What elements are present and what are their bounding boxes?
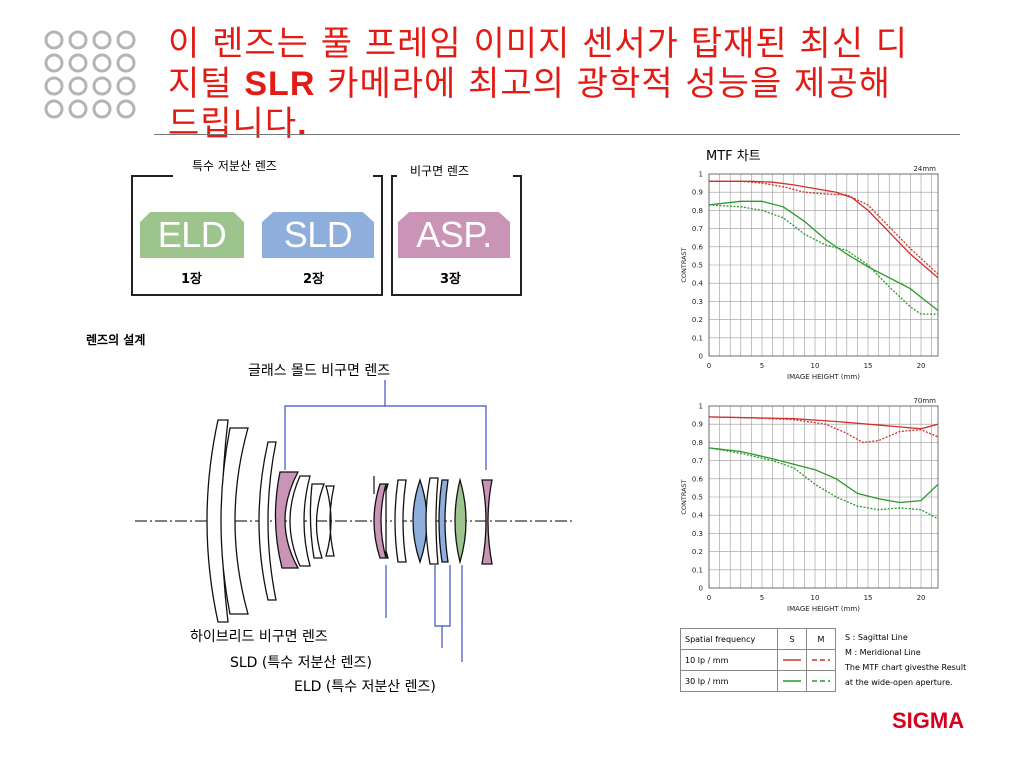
mtf-notes: S : Sagittal Line M : Meridional Line Th… [845, 630, 966, 690]
sigma-logo: SIGMA [892, 708, 965, 733]
y-tick-label: 0.5 [692, 494, 703, 502]
x-tick-label: 10 [811, 594, 820, 602]
decorative-circles [44, 30, 136, 119]
y-axis-label: CONTRAST [680, 247, 688, 282]
y-tick-label: 0.5 [692, 262, 703, 270]
chart-title: 24mm [913, 165, 936, 173]
mtf-series-line-3 [708, 447, 939, 520]
note-meridional: M : Meridional Line [845, 648, 921, 657]
y-tick-label: 0.9 [692, 421, 703, 429]
x-tick-label: 10 [811, 362, 820, 370]
sld-count: 2장 [303, 272, 325, 287]
x-tick-label: 20 [917, 362, 926, 370]
y-tick-label: 0.8 [692, 207, 703, 215]
eld-lens-badge: ELD [140, 212, 244, 258]
y-tick-label: 1 [699, 171, 703, 179]
y-tick-label: 0.8 [692, 439, 703, 447]
asp-count: 3장 [440, 272, 462, 287]
x-tick-label: 15 [864, 594, 873, 602]
mtf-series-line-1 [708, 416, 939, 444]
x-tick-label: 0 [707, 362, 711, 370]
lens-diagram [135, 380, 575, 662]
x-tick-label: 20 [917, 594, 926, 602]
mtf-heading: MTF 차트 [706, 149, 761, 164]
legend-header-s: S [777, 628, 807, 650]
hybrid-aspherical-label: 하이브리드 비구면 렌즈 [190, 629, 328, 645]
legend-header-frequency: Spatial frequency [680, 628, 778, 650]
y-tick-label: 0.1 [692, 334, 703, 342]
y-tick-label: 0.3 [692, 530, 703, 538]
eld-count: 1장 [181, 272, 203, 287]
y-tick-label: 0.6 [692, 243, 704, 251]
group-dispersion-label: 특수 저분산 렌즈 [192, 159, 277, 173]
mtf-series-line-0 [708, 416, 939, 430]
legend-30lp-m-swatch [806, 670, 836, 692]
mtf-legend-table: Spatial frequency S M 10 lp / mm 30 lp /… [680, 628, 836, 692]
mtf-series-line-2 [708, 200, 939, 312]
y-tick-label: 1 [699, 403, 703, 411]
y-tick-label: 0 [699, 585, 703, 593]
note-aperture: at the wide-open aperture. [845, 678, 953, 687]
eld-callout-label: ELD (특수 저분산 렌즈) [294, 679, 436, 695]
legend-10lp-s-swatch [777, 649, 807, 671]
mtf-series-line-1 [709, 180, 939, 275]
sld-lens-badge: SLD [262, 212, 374, 258]
note-result: The MTF chart givesthe Result [845, 663, 967, 672]
y-tick-label: 0.4 [692, 280, 704, 288]
lens-type-frames [131, 175, 522, 296]
y-tick-label: 0.7 [692, 457, 703, 465]
x-tick-label: 5 [760, 362, 764, 370]
plot-frame [708, 173, 939, 357]
legend-10lp-m-swatch [806, 649, 836, 671]
legend-header-m: M [806, 628, 836, 650]
y-tick-label: 0.1 [692, 566, 703, 574]
plot-frame [708, 405, 939, 589]
y-tick-label: 0.3 [692, 298, 703, 306]
mtf-series-line-2 [708, 447, 939, 504]
title-divider [154, 134, 960, 135]
x-tick-label: 0 [707, 594, 711, 602]
mtf-chart-24mm: 00.10.20.30.40.50.60.70.80.910 5 10 15 20IMA… [680, 165, 939, 381]
y-tick-label: 0.7 [692, 225, 703, 233]
asp-lens-badge: ASP. [398, 212, 510, 258]
y-tick-label: 0.9 [692, 189, 703, 197]
mtf-series-line-3 [708, 204, 938, 315]
y-tick-label: 0.4 [692, 512, 704, 520]
y-tick-label: 0 [699, 353, 703, 361]
y-axis-label: CONTRAST [680, 479, 688, 514]
slide-title: 이 렌즈는 풀 프레임 이미지 센서가 탑재된 최신 디지털 SLR 카메라에 … [168, 24, 909, 144]
x-axis-label: IMAGE HEIGHT (mm) [787, 605, 860, 613]
sld-callout-label: SLD (특수 저분산 렌즈) [230, 655, 372, 671]
note-sagittal: S : Sagittal Line [845, 633, 908, 642]
y-tick-label: 0.2 [692, 316, 703, 324]
group-aspherical-label: 비구면 렌즈 [410, 164, 470, 178]
mtf-chart-70mm: 00.10.20.30.40.50.60.70.80.910 5 10 15 20IMA… [680, 397, 939, 613]
y-tick-label: 0.6 [692, 475, 704, 483]
x-tick-label: 15 [864, 362, 873, 370]
design-heading: 렌즈의 설계 [86, 333, 146, 347]
y-tick-label: 0.2 [692, 548, 703, 556]
mtf-series-line-0 [709, 180, 939, 279]
legend-30lp-s-swatch [777, 670, 807, 692]
x-tick-label: 5 [760, 594, 764, 602]
x-axis-label: IMAGE HEIGHT (mm) [787, 373, 860, 381]
chart-title: 70mm [913, 397, 936, 405]
glass-mold-label: 글래스 몰드 비구면 렌즈 [248, 363, 391, 379]
legend-row-30lp: 30 lp / mm [680, 670, 778, 692]
legend-row-10lp: 10 lp / mm [680, 649, 778, 671]
